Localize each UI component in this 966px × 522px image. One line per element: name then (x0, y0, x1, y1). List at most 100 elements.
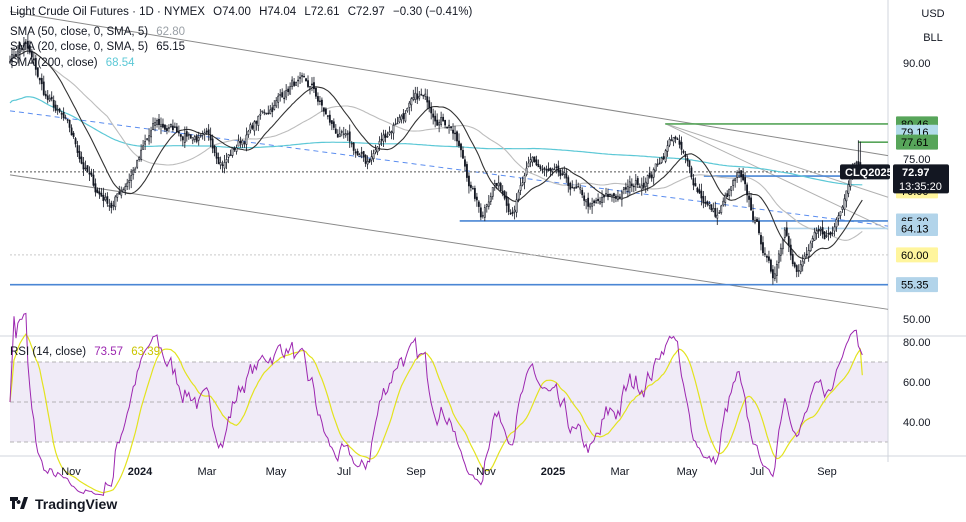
candle-body (797, 270, 800, 272)
candle (362, 150, 365, 162)
candle (736, 170, 739, 183)
candle (52, 95, 55, 112)
candle (92, 169, 95, 187)
candle (213, 144, 216, 157)
candle (704, 195, 707, 208)
candle-body (585, 199, 588, 203)
candle-body (249, 124, 252, 131)
candle (146, 138, 148, 141)
candle-body (106, 196, 109, 204)
candle (273, 100, 276, 111)
candle-body (760, 235, 762, 245)
candle (253, 120, 256, 136)
unit-button[interactable]: BLL (910, 27, 956, 49)
candle-body (535, 159, 538, 166)
symbol-title: Light Crude Oil Futures · 1D · NYMEX (10, 6, 205, 18)
candle (394, 118, 397, 126)
candle-body (142, 145, 145, 150)
sma50-legend[interactable]: SMA (50, close, 0, SMA, 5) 62.80 (10, 26, 190, 38)
candle-body (555, 166, 558, 168)
candle-body (352, 142, 355, 151)
time-axis-label: Jul (337, 466, 351, 478)
candle-body (684, 153, 687, 158)
candle (215, 146, 218, 165)
candle (410, 96, 413, 112)
candle (696, 186, 699, 194)
candle-body (247, 130, 250, 136)
candle-body (171, 125, 174, 130)
candle (593, 199, 596, 207)
candle-body (48, 97, 51, 101)
candle (251, 122, 254, 130)
candle (289, 82, 292, 95)
candle-body (740, 170, 743, 178)
sma200-legend[interactable]: SMA (200, close) 68.54 (10, 57, 140, 69)
candle-body (442, 116, 445, 122)
candle-body (615, 195, 617, 199)
candle-body (632, 185, 635, 188)
candle (372, 149, 375, 163)
candle (640, 177, 643, 196)
candle-body (547, 168, 550, 171)
candle-body (370, 156, 373, 161)
candle (324, 107, 327, 115)
candle (823, 231, 826, 240)
last-price-bg (893, 164, 949, 194)
candle-body (144, 141, 147, 145)
currency-button[interactable]: USD (910, 3, 956, 25)
candle (762, 236, 764, 256)
rsi-legend[interactable]: RSI (14, close) 73.57 63.39 (10, 346, 165, 358)
candle (229, 149, 232, 157)
candle-body (787, 236, 790, 246)
candle-body (775, 263, 778, 276)
candle (217, 152, 220, 165)
candle-body (768, 256, 770, 261)
candle-body (823, 231, 826, 240)
candle-body (473, 188, 476, 199)
candle-body (444, 119, 447, 126)
candle-body (658, 162, 661, 165)
candle-body (497, 182, 500, 187)
low-value: L72.61 (304, 6, 340, 18)
candle (652, 167, 655, 185)
candle (615, 193, 617, 203)
candle (688, 160, 691, 174)
candle (356, 148, 359, 156)
candle-body (549, 167, 552, 171)
candle (525, 161, 528, 177)
candle-body (470, 184, 472, 188)
candle (460, 142, 462, 158)
candle-body (579, 187, 582, 190)
sma50-label: SMA (50, close, 0, SMA, 5) (10, 26, 149, 38)
candle (837, 212, 840, 226)
sma20-value: 65.15 (156, 41, 186, 53)
candle (187, 132, 190, 140)
candle (648, 166, 651, 179)
candle (722, 197, 725, 207)
rsi-value: 73.57 (94, 346, 124, 358)
candle-body (56, 109, 59, 111)
candle (17, 45, 19, 64)
candle (819, 226, 822, 236)
candle-body (108, 205, 111, 207)
channel-upper (9, 11, 889, 157)
candle (477, 200, 480, 213)
candle-body (460, 143, 462, 151)
candle (622, 186, 625, 195)
candle (350, 141, 353, 148)
candle (19, 42, 21, 59)
candle-body (656, 163, 659, 166)
candle (493, 179, 496, 191)
price-label-tag: 64.13 (896, 220, 938, 236)
candle-body (521, 182, 524, 186)
tradingview-logo[interactable]: TradingView (10, 496, 117, 512)
candle (247, 129, 250, 138)
candle-body (100, 192, 103, 197)
candle (118, 185, 121, 195)
candle (561, 168, 564, 176)
sma20-legend[interactable]: SMA (20, close, 0, SMA, 5) 65.15 (10, 41, 190, 53)
candle (658, 157, 661, 165)
candle-body (690, 167, 693, 178)
candle-body (511, 211, 514, 214)
